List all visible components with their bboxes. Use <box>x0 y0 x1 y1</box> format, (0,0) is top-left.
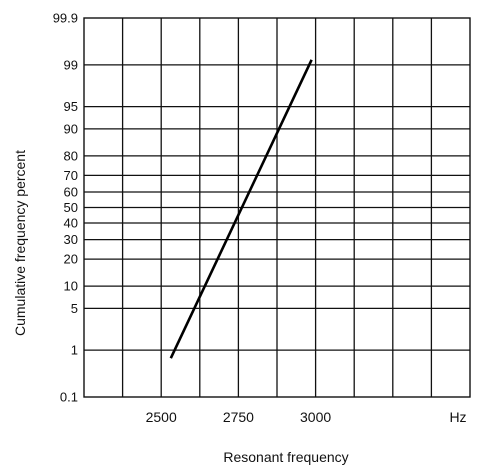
x-tick-labels: 2500 2750 3000 <box>146 409 332 425</box>
x-tick-label-3000: 3000 <box>300 409 331 425</box>
y-tick-label-5: 5 <box>71 301 78 316</box>
x-tick-label-2500: 2500 <box>146 409 177 425</box>
y-tick-label-40: 40 <box>64 216 78 231</box>
y-axis-title: Cumulative frequency percent <box>12 150 28 336</box>
grid-lines <box>84 18 470 397</box>
y-tick-label-10: 10 <box>64 279 78 294</box>
x-tick-label-2750: 2750 <box>223 409 254 425</box>
plot-frame <box>83 17 471 398</box>
y-tick-label-70: 70 <box>64 168 78 183</box>
y-tick-label-20: 20 <box>64 252 78 267</box>
y-tick-label-1: 1 <box>71 343 78 358</box>
y-tick-label-99: 99 <box>64 57 78 72</box>
y-tick-label-90: 90 <box>64 121 78 136</box>
x-unit-label: Hz <box>449 409 466 425</box>
y-tick-label-95: 95 <box>64 99 78 114</box>
y-tick-label-99.9: 99.9 <box>53 11 78 26</box>
y-tick-label-60: 60 <box>64 184 78 199</box>
y-tick-label-50: 50 <box>64 200 78 215</box>
y-tick-label-30: 30 <box>64 232 78 247</box>
y-tick-label-0.1: 0.1 <box>60 390 78 405</box>
x-axis-title: Resonant frequency <box>223 449 348 465</box>
series-line-0 <box>169 59 313 359</box>
y-tick-label-80: 80 <box>64 148 78 163</box>
series-lines <box>169 59 313 359</box>
